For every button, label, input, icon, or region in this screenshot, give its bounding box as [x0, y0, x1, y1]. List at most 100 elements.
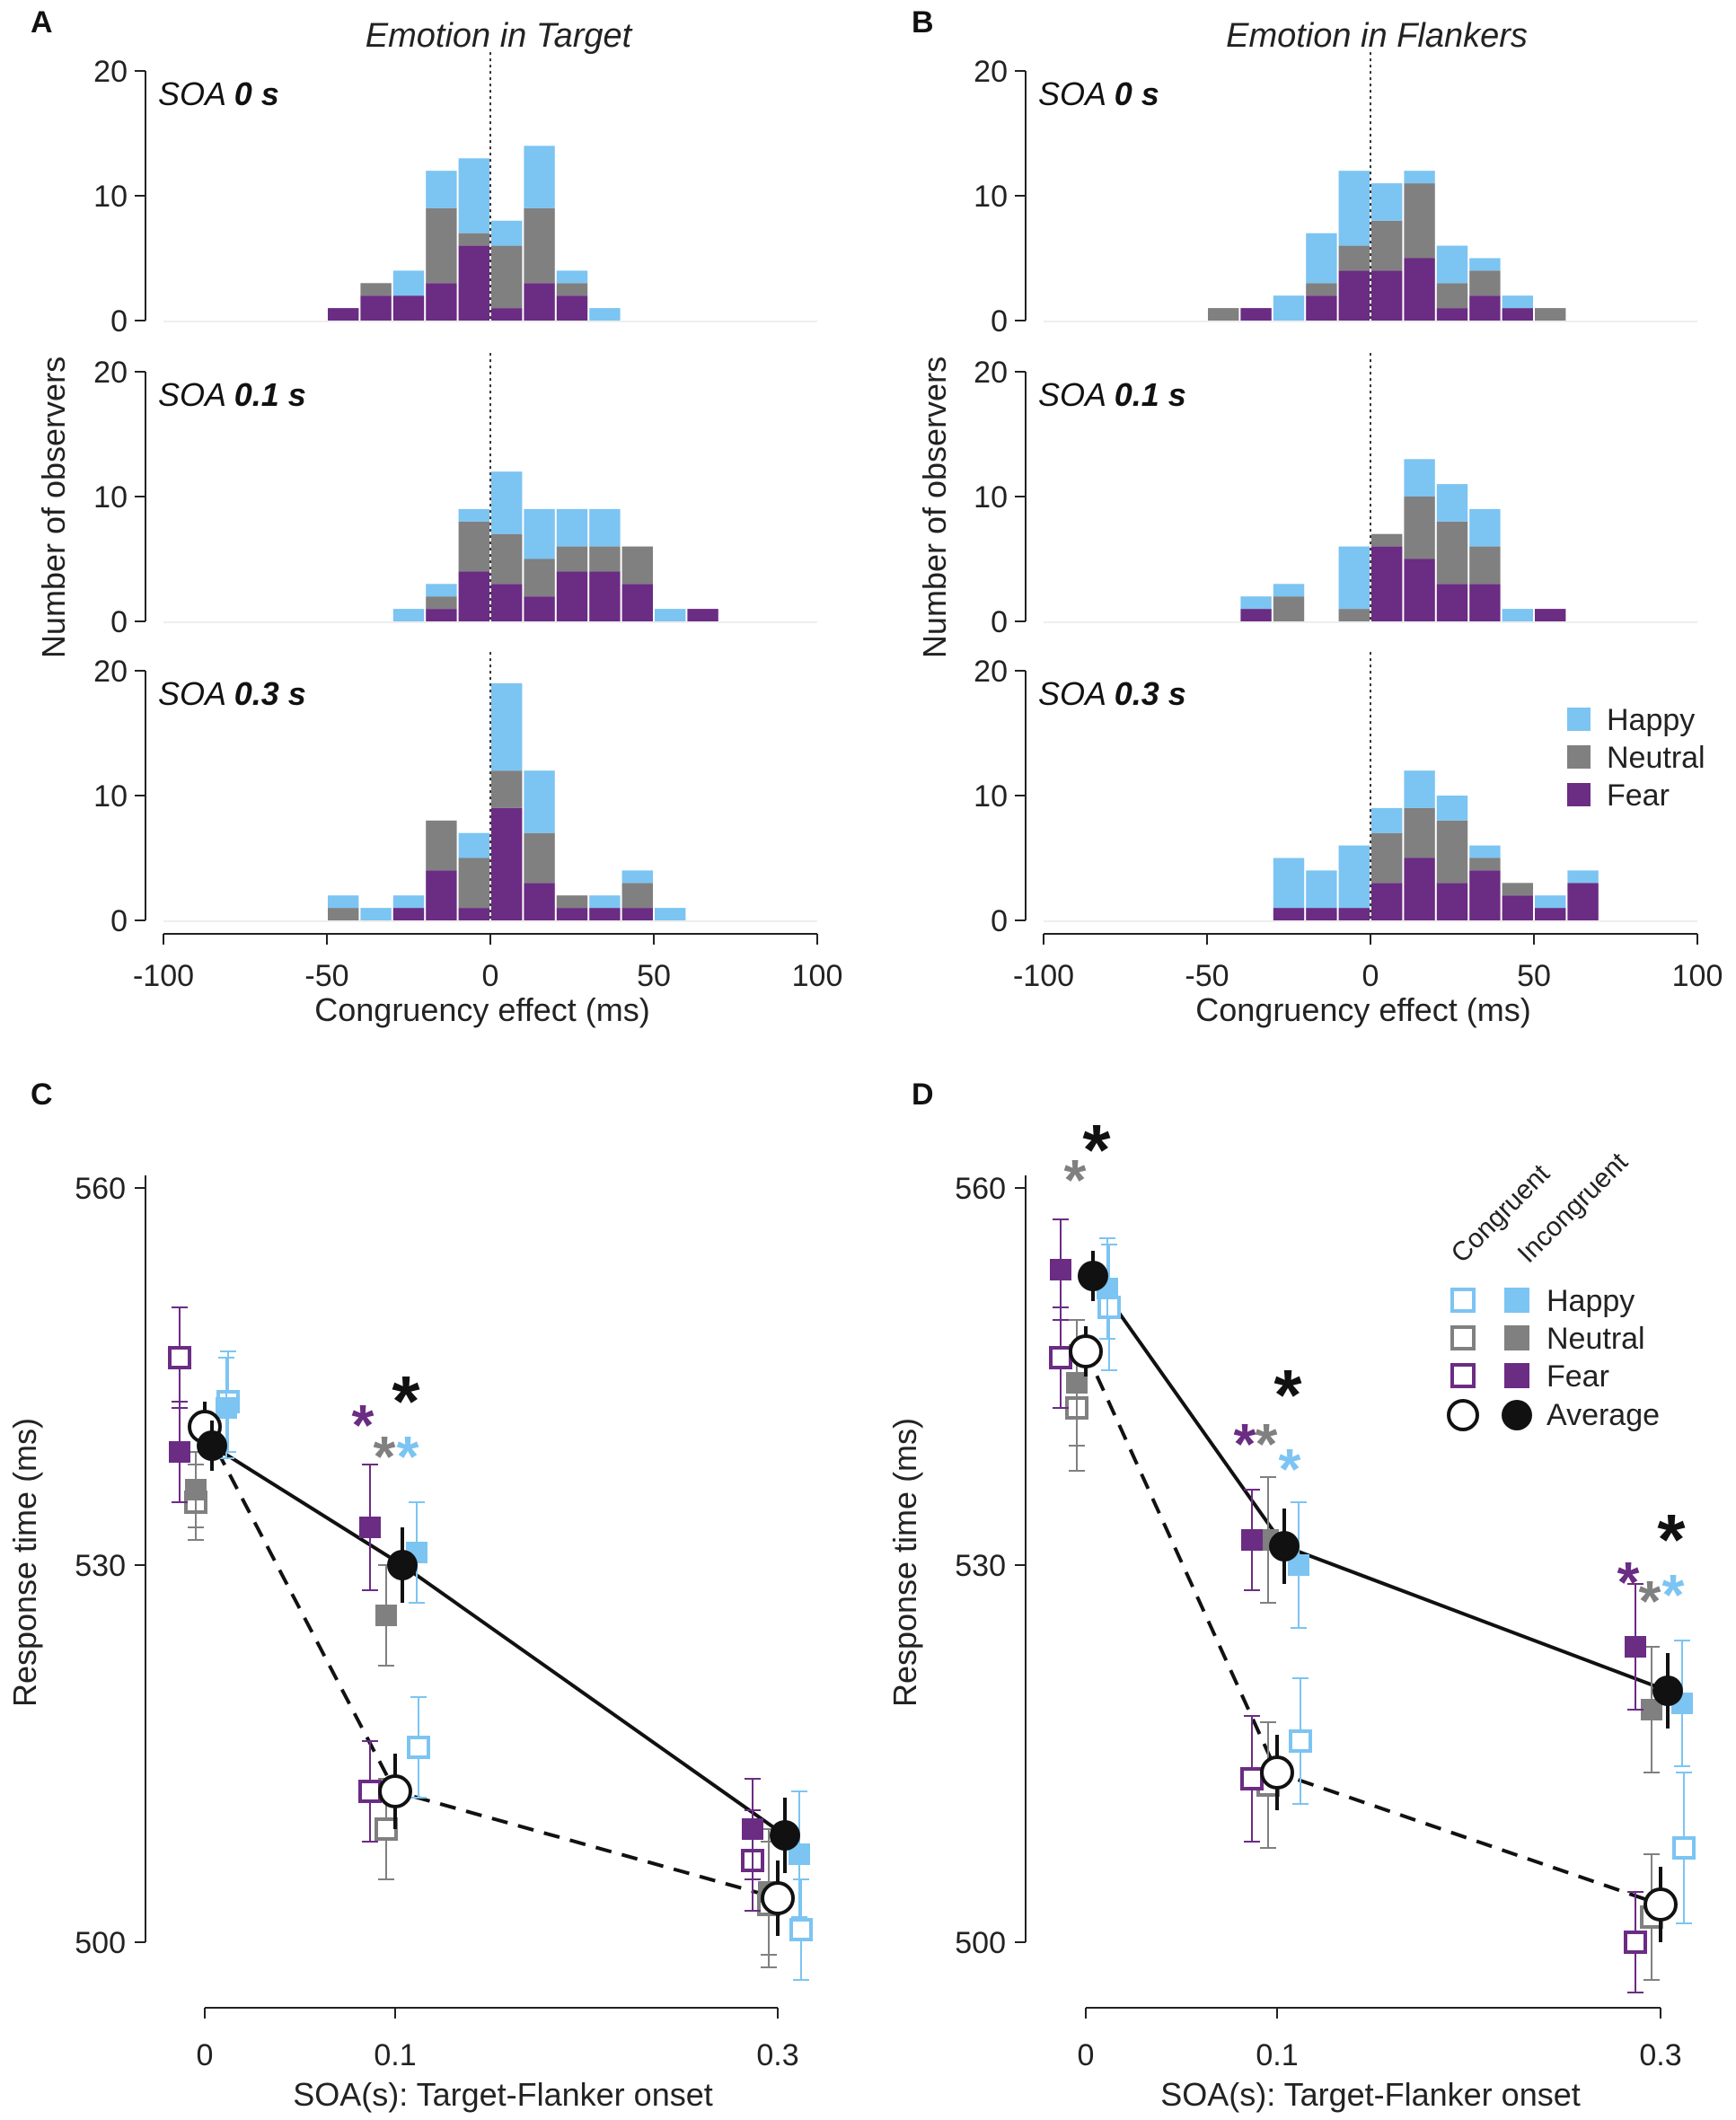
hist-bar-happy [655, 908, 686, 920]
hist-bar-happy [589, 508, 621, 547]
hist-bar-neutral [426, 820, 457, 871]
hist-bar-happy [621, 870, 653, 884]
line-legend: Congruent Incongruent Happy Neutral Fear… [1446, 1147, 1660, 1432]
hist-bar-fear [621, 908, 653, 920]
hist-bar-happy [1502, 609, 1533, 621]
panel-label-a: A [31, 5, 53, 40]
significance-star-fear: * [1617, 1550, 1640, 1614]
hist-bar-neutral [458, 521, 489, 572]
panel-a-title: Emotion in Target [366, 17, 633, 55]
marker-incongruent-fear [1625, 1636, 1646, 1658]
hist-bar-happy [1273, 295, 1305, 321]
significance-star-neutral: * [374, 1424, 396, 1489]
hist-bar-happy [491, 220, 523, 246]
hist-soa-value: 0.3 s [234, 675, 306, 712]
hist-bar-neutral [1469, 270, 1501, 296]
hist-bar-happy [328, 895, 359, 909]
hist-soa-prefix: SOA [158, 675, 234, 712]
line-legend-incongruent-fear [1504, 1363, 1529, 1388]
hist-y-tick-label: 10 [93, 480, 128, 515]
hist-x-tick-label: -50 [304, 959, 348, 993]
hist-bar-happy [1469, 258, 1501, 271]
line-legend-label-neutral: Neutral [1547, 1322, 1645, 1356]
marker-congruent-happy [407, 1736, 430, 1759]
line-legend-label-average: Average [1547, 1398, 1660, 1432]
hist-bar-happy [1469, 508, 1501, 547]
hist-bar-happy [1338, 171, 1370, 246]
hist-y-tick-label: 20 [974, 356, 1008, 390]
hist-y-tick-label: 10 [974, 480, 1008, 515]
hist-soa-prefix: SOA [1038, 376, 1115, 413]
hist-bar-neutral [1469, 546, 1501, 585]
hist-bar-fear [360, 295, 392, 321]
hist-a-subplot-2: 0 10 20 SOA 0.3 s [93, 652, 817, 938]
hist-y-tick-label: 20 [93, 655, 128, 689]
hist-soa-label: SOA 0 s [158, 75, 279, 112]
hist-bar-neutral [491, 770, 523, 808]
marker-congruent-fear [168, 1346, 191, 1369]
significance-star-happy: * [1662, 1562, 1685, 1627]
hist-bar-fear [1502, 308, 1533, 321]
line-legend-label-fear: Fear [1547, 1359, 1609, 1394]
hist-soa-label: SOA 0.1 s [1038, 376, 1186, 413]
line-x-tick-label: 0 [197, 2038, 214, 2072]
hist-bar-neutral [1371, 832, 1403, 884]
significance-star-neutral: * [1064, 1148, 1087, 1212]
marker-congruent-average [761, 1881, 795, 1915]
panel-label-d: D [912, 1078, 934, 1112]
line-y-tick-label: 500 [955, 1926, 1006, 1960]
line-legend-congruent-happy [1450, 1288, 1476, 1313]
hist-soa-value: 0 s [234, 75, 279, 112]
hist-legend-label-neutral: Neutral [1607, 741, 1705, 775]
marker-incongruent-fear [359, 1517, 381, 1538]
hist-legend-label-happy: Happy [1607, 703, 1695, 737]
hist-bar-happy [1273, 858, 1305, 909]
significance-star-fear: * [352, 1393, 375, 1457]
hist-bar-fear [1469, 295, 1501, 321]
hist-bar-neutral [360, 283, 392, 296]
hist-bar-neutral [1371, 220, 1403, 271]
marker-incongruent-average [1652, 1676, 1683, 1706]
hist-b-subplot-2: 0 10 20 SOA 0.3 s [974, 652, 1697, 938]
hist-soa-label: SOA 0.3 s [158, 675, 306, 712]
hist-soa-prefix: SOA [1038, 675, 1115, 712]
marker-incongruent-average [197, 1430, 227, 1461]
marker-incongruent-fear [1241, 1529, 1263, 1551]
line-legend-congruent-fear [1450, 1363, 1476, 1388]
hist-x-tick-label: -50 [1185, 959, 1229, 993]
line-y-tick-label: 530 [955, 1549, 1006, 1583]
hist-bar-fear [458, 245, 489, 321]
hist-y-tick-label: 10 [93, 779, 128, 814]
hist-bar-fear [524, 283, 555, 321]
marker-congruent-happy [1672, 1836, 1696, 1860]
marker-incongruent-happy [216, 1397, 237, 1419]
hist-bar-fear [491, 308, 523, 321]
hist-bar-happy [1306, 233, 1337, 284]
hist-bar-fear [1371, 883, 1403, 920]
hist-bar-happy [1469, 845, 1501, 858]
hist-bar-fear [1338, 270, 1370, 321]
line-x-tick-label: 0.3 [1639, 2038, 1681, 2072]
marker-congruent-fear [358, 1780, 382, 1803]
significance-star-neutral: * [1256, 1412, 1278, 1476]
hist-bar-neutral [1436, 521, 1468, 585]
panel-label-b: B [912, 5, 934, 40]
hist-y-tick-label: 0 [991, 304, 1008, 339]
hist-bar-happy [1502, 295, 1533, 309]
hist-x-tick-label: -100 [1013, 959, 1074, 993]
hist-legend-swatch-happy [1567, 708, 1591, 731]
hist-bar-neutral [1273, 596, 1305, 621]
hist-a-subplot-0: 0 10 20 SOA 0 s [93, 52, 817, 339]
marker-congruent-neutral [375, 1817, 398, 1841]
marker-incongruent-neutral [185, 1479, 207, 1500]
hist-bar-fear [687, 609, 718, 621]
hist-soa-prefix: SOA [158, 376, 234, 413]
hist-bar-happy [458, 158, 489, 233]
hist-bar-fear [1240, 609, 1272, 621]
chart-marks: 0 10 20 SOA 0 s 0 10 20 SOA 0.1 s 0 10 20 SOA 0.3 s… [75, 52, 1723, 2072]
hist-bar-fear [491, 584, 523, 621]
hist-soa-label: SOA 0.3 s [1038, 675, 1186, 712]
hist-bar-neutral [1404, 497, 1435, 559]
